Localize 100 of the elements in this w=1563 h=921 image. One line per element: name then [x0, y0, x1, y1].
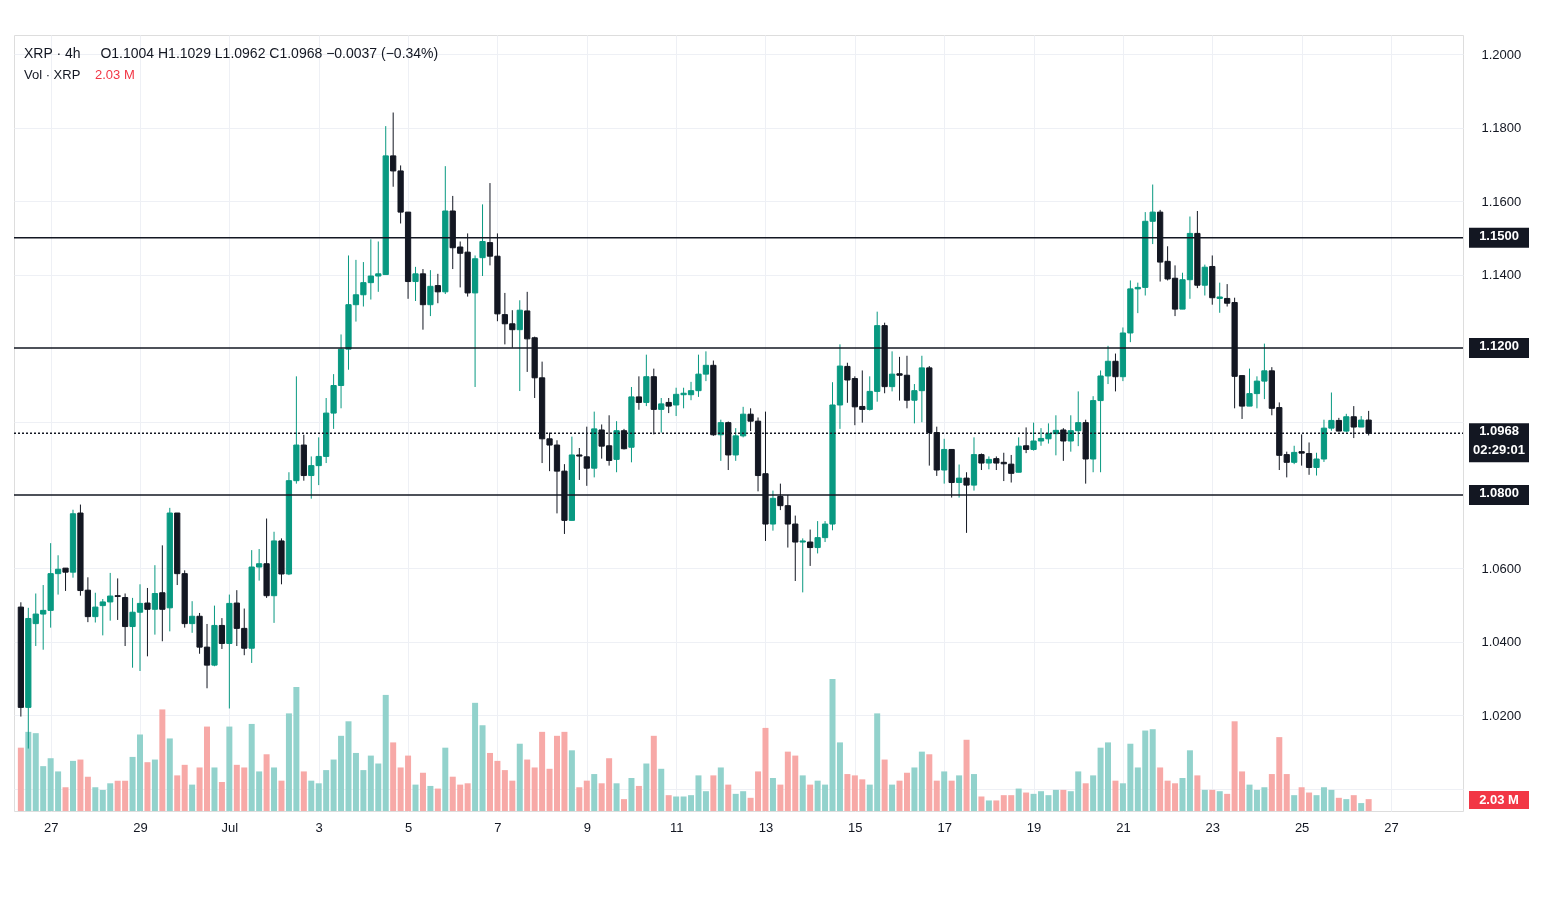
candlestick	[635, 375, 643, 411]
x-tick-label: 19	[1026, 819, 1042, 835]
bar	[948, 780, 955, 811]
candlestick	[151, 564, 159, 636]
annotation: 2.03 M	[95, 67, 135, 82]
bar	[427, 785, 434, 811]
bar	[1015, 788, 1022, 811]
bar	[1365, 799, 1372, 811]
x-tick-label: 25	[1294, 819, 1310, 835]
x-tick-label: 3	[315, 819, 323, 835]
bar	[472, 702, 479, 811]
bar	[278, 780, 285, 811]
bar	[1179, 778, 1186, 811]
bar	[144, 762, 151, 811]
bar	[92, 787, 99, 811]
candlestick	[1291, 445, 1298, 465]
bar	[77, 759, 84, 811]
candlestick	[516, 299, 523, 392]
bar	[226, 726, 233, 811]
candlestick	[412, 266, 419, 302]
bar	[263, 754, 270, 811]
bar	[390, 742, 397, 811]
bar	[218, 781, 225, 811]
bar	[643, 763, 650, 811]
x-tick-label: 21	[1116, 819, 1131, 835]
bar	[1343, 799, 1350, 811]
bar	[1052, 789, 1059, 811]
bar	[1209, 789, 1216, 811]
bar	[769, 778, 776, 811]
candlestick	[479, 203, 486, 277]
bar	[419, 772, 426, 811]
bar	[702, 791, 709, 811]
candlestick	[799, 537, 806, 593]
candlestick	[1216, 282, 1223, 314]
text: XRP · 4h	[24, 45, 81, 61]
bar	[1216, 791, 1223, 811]
x-tick-label: 27	[1384, 819, 1399, 835]
bar	[1194, 775, 1201, 811]
bar	[963, 739, 970, 811]
text: O1.1004 H1.1029 L1.0962 C1.0968 −0.0037 (−0.34%)	[100, 45, 439, 61]
bar	[1335, 797, 1342, 811]
bar	[479, 725, 486, 811]
bar	[717, 767, 724, 811]
bar	[807, 784, 814, 811]
bar	[1112, 780, 1119, 811]
candlestick	[434, 273, 441, 304]
bar	[956, 775, 963, 811]
bar	[189, 784, 196, 811]
bar	[524, 759, 531, 811]
bar	[985, 800, 992, 811]
bar	[516, 743, 523, 811]
candlestick	[62, 567, 69, 592]
bar	[591, 774, 598, 811]
x-tick-label: 23	[1205, 819, 1221, 835]
bar	[673, 796, 680, 811]
candlestick	[92, 592, 99, 624]
bar	[1060, 789, 1067, 811]
bar	[710, 775, 717, 811]
bar	[799, 775, 806, 811]
bar	[1201, 789, 1208, 811]
bar	[434, 788, 441, 811]
y-tick-label: 1.1600	[1481, 193, 1522, 209]
candlestick	[888, 350, 896, 392]
bar	[881, 759, 888, 811]
x-tick-label: Jul	[221, 819, 239, 835]
ref-line-label: 1.1500	[1479, 227, 1519, 243]
bar	[978, 796, 985, 811]
candlestick	[189, 600, 196, 634]
bar	[1157, 767, 1164, 811]
bar	[464, 783, 471, 811]
x-tick-label: 5	[404, 819, 413, 835]
bar	[166, 738, 173, 811]
bar	[576, 787, 583, 811]
bar	[25, 731, 32, 811]
y-tick-label: 1.1800	[1481, 120, 1522, 136]
x-tick-label: 7	[494, 819, 502, 835]
candlestick	[1201, 264, 1208, 296]
bar	[300, 771, 307, 811]
bar	[1149, 729, 1156, 811]
bar	[889, 784, 896, 811]
bar	[583, 780, 590, 811]
bar	[1186, 750, 1193, 811]
bar	[621, 799, 628, 811]
bar	[1291, 795, 1298, 811]
candlestick	[941, 438, 948, 485]
x-tick-label: 29	[133, 819, 148, 835]
x-tick-label: 11	[669, 819, 684, 835]
candlestick	[955, 464, 963, 499]
bar	[174, 775, 181, 811]
bar	[1224, 793, 1231, 811]
x-tick-label: 27	[43, 819, 59, 835]
y-tick-label: 1.0400	[1481, 634, 1522, 650]
x-tick-label: 9	[583, 819, 591, 835]
candlestick	[159, 544, 166, 642]
y-tick-label: 1.1400	[1481, 267, 1522, 283]
candlestick	[114, 577, 121, 621]
x-tick-label: 13	[758, 819, 774, 835]
bar	[933, 780, 940, 811]
candlestick	[144, 587, 151, 657]
bar	[970, 774, 977, 811]
